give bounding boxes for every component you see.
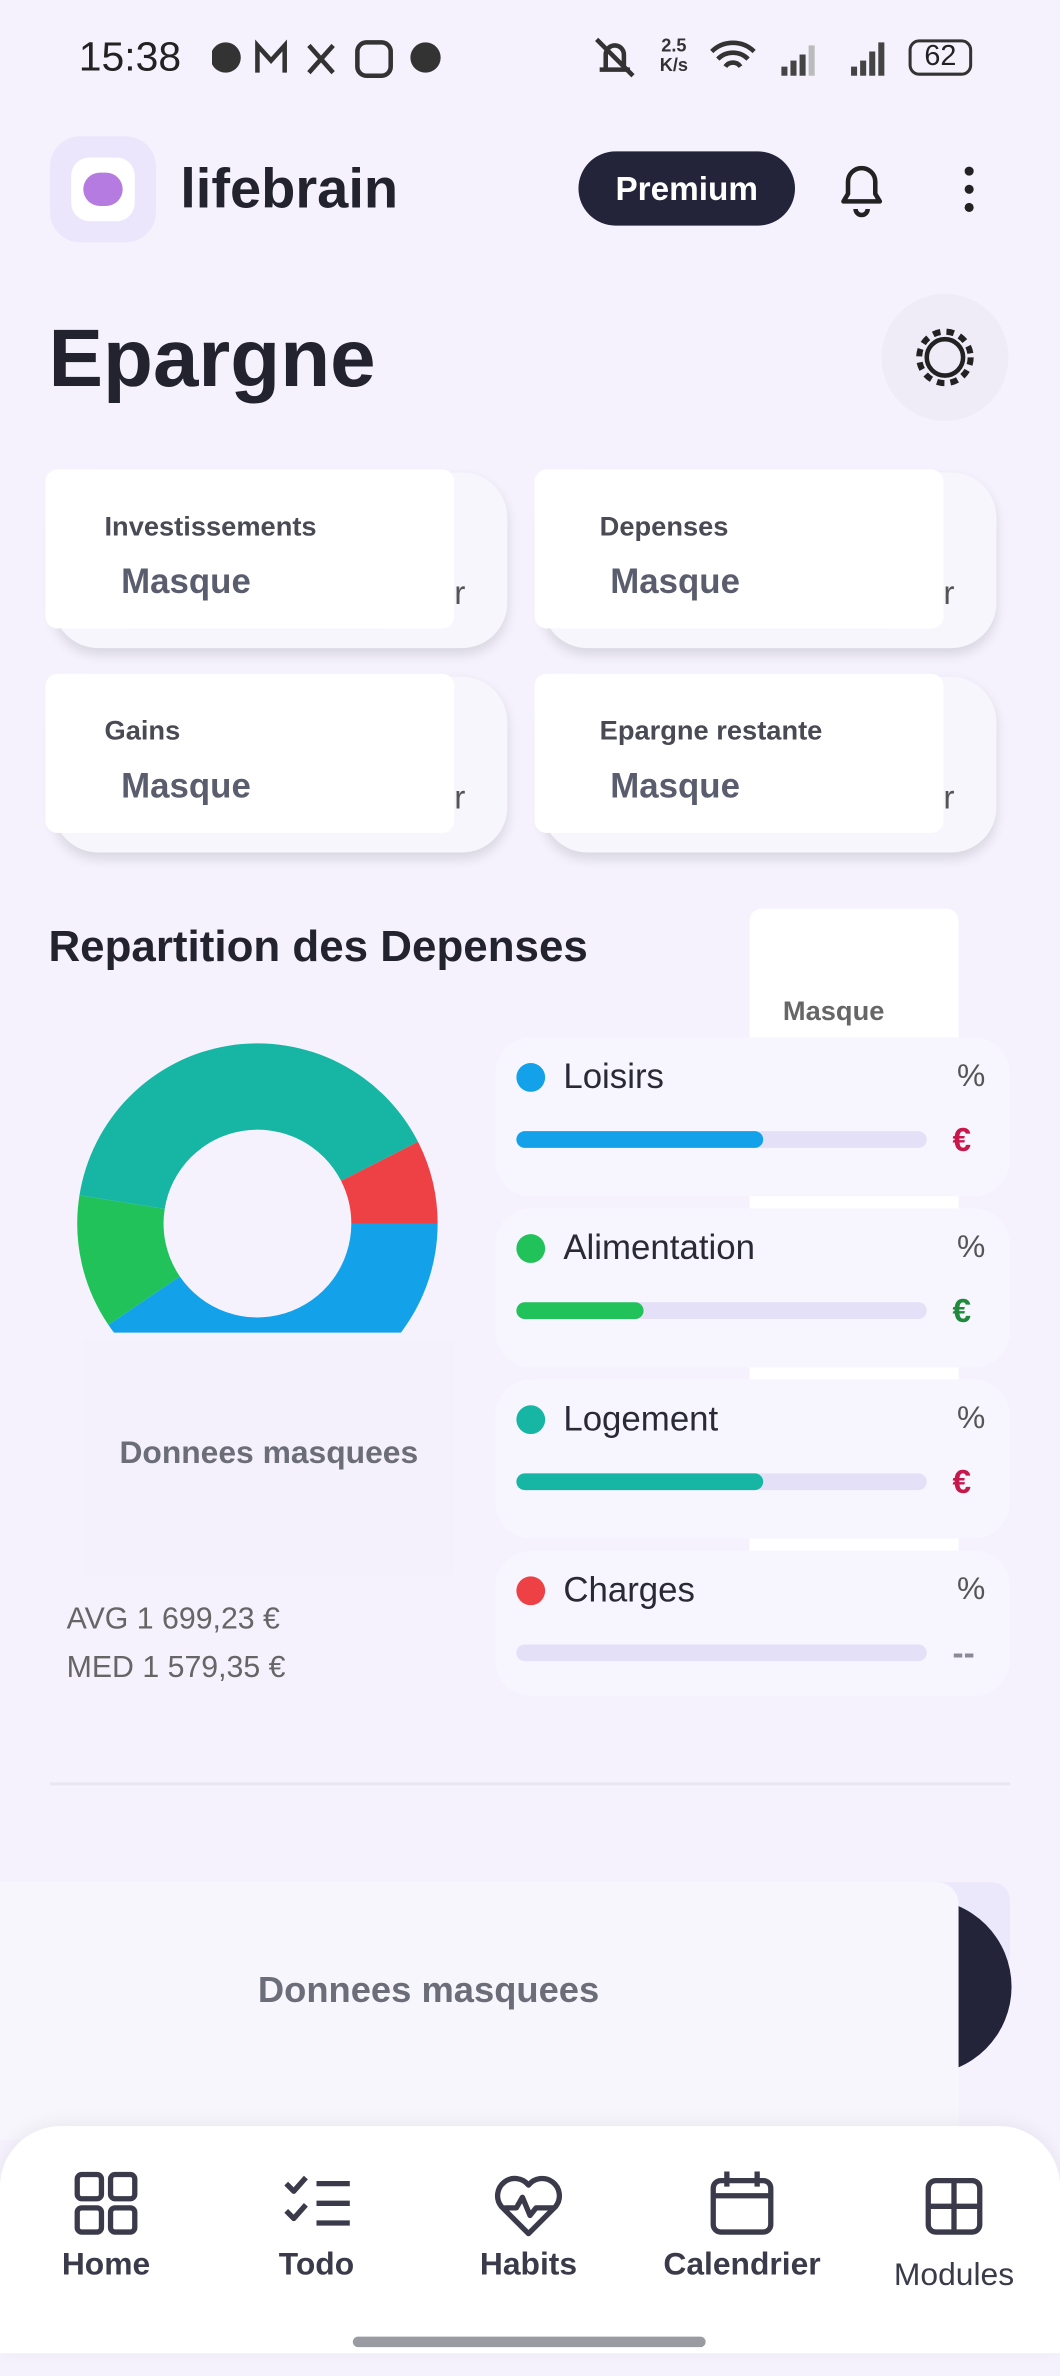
app-icon[interactable] bbox=[49, 136, 156, 243]
card-value: Masque bbox=[121, 765, 251, 805]
donut-chart bbox=[77, 1043, 438, 1333]
item-amount: € bbox=[952, 1462, 972, 1501]
progress-track bbox=[516, 1473, 927, 1491]
card[interactable]: Epargne restante Masque bbox=[534, 673, 944, 833]
avg-text: AVG 1 699,23 € bbox=[66, 1602, 280, 1637]
card-value: Masque bbox=[610, 765, 740, 805]
chart-overlay: Donnees masquees bbox=[83, 1340, 455, 1575]
card[interactable]: Depenses Masque bbox=[534, 469, 944, 629]
status-icons-right bbox=[595, 37, 885, 78]
nav-label[interactable]: Calendrier bbox=[663, 2247, 821, 2283]
item-name: Logement bbox=[563, 1398, 719, 1438]
expense-item[interactable]: Loisirs% € bbox=[495, 1037, 1011, 1197]
progress-bar bbox=[516, 1302, 644, 1319]
item-amount: € bbox=[952, 1291, 972, 1330]
progress-track bbox=[516, 1131, 927, 1148]
network-speed: 2.5 K/s bbox=[659, 34, 689, 76]
item-dot bbox=[516, 1063, 546, 1092]
card-value: Masque bbox=[610, 561, 740, 601]
progress-bar bbox=[516, 1131, 763, 1148]
nav-label[interactable]: Modules bbox=[893, 2257, 1015, 2293]
settings-button[interactable] bbox=[881, 293, 1009, 421]
premium-label: Premium bbox=[615, 168, 759, 207]
nav-label[interactable]: Habits bbox=[479, 2247, 578, 2283]
expense-item[interactable]: Alimentation% € bbox=[495, 1208, 1011, 1368]
donut-segment bbox=[108, 1223, 438, 1333]
item-dot bbox=[516, 1576, 546, 1606]
item-name: Charges bbox=[563, 1569, 695, 1609]
bottom-nav bbox=[0, 2126, 1060, 2354]
nav-icons bbox=[74, 2171, 983, 2237]
item-name: Alimentation bbox=[563, 1227, 755, 1267]
home-indicator bbox=[352, 2336, 706, 2348]
item-amount: € bbox=[952, 1120, 972, 1159]
progress-bar bbox=[516, 1473, 763, 1491]
progress-track bbox=[516, 1644, 927, 1662]
donut-segment bbox=[341, 1141, 438, 1224]
item-name: Loisirs bbox=[563, 1056, 664, 1096]
page-title: Epargne bbox=[48, 313, 376, 405]
med-text: MED 1 579,35 € bbox=[66, 1651, 286, 1685]
nav-label[interactable]: Todo bbox=[278, 2247, 355, 2283]
item-percent: % bbox=[957, 1571, 986, 1607]
item-amount: -- bbox=[952, 1633, 975, 1672]
status-icons bbox=[212, 39, 441, 78]
donut-segment bbox=[77, 1195, 180, 1325]
masked-panel: Donnees masquees bbox=[0, 1882, 959, 2140]
card-label: Depenses bbox=[599, 511, 729, 542]
card-clipped-text: r bbox=[943, 778, 955, 817]
section-title: Repartition des Depenses bbox=[48, 922, 588, 972]
chart-overlay-label: Donnees masquees bbox=[119, 1435, 419, 1471]
card[interactable]: Gains Masque bbox=[45, 673, 455, 833]
masked-panel-label: Donnees masquees bbox=[257, 1970, 600, 2011]
item-dot bbox=[516, 1234, 546, 1263]
divider bbox=[49, 1782, 1011, 1786]
card[interactable]: Investissements Masque bbox=[45, 469, 455, 629]
progress-track bbox=[516, 1302, 927, 1319]
card-label: Gains bbox=[104, 715, 181, 746]
card-clipped-text: r bbox=[454, 778, 466, 817]
card-value: Masque bbox=[121, 561, 251, 601]
card-label: Epargne restante bbox=[599, 715, 823, 746]
card-clipped-text: r bbox=[943, 573, 955, 612]
app-name: lifebrain bbox=[180, 157, 399, 220]
expense-item[interactable]: Logement% € bbox=[495, 1379, 1011, 1539]
item-percent: % bbox=[957, 1058, 986, 1094]
expense-item[interactable]: Charges% -- bbox=[495, 1550, 1011, 1697]
card-clipped-text: r bbox=[454, 573, 466, 612]
notifications-button[interactable] bbox=[836, 159, 887, 220]
item-percent: % bbox=[957, 1229, 986, 1265]
donut-segment bbox=[79, 1043, 418, 1209]
mask-label: Masque bbox=[782, 995, 885, 1026]
menu-button[interactable] bbox=[954, 159, 984, 220]
battery: 62 bbox=[908, 39, 973, 76]
nav-label[interactable]: Home bbox=[61, 2247, 151, 2283]
card-label: Investissements bbox=[104, 511, 317, 542]
status-time: 15:38 bbox=[78, 34, 182, 80]
item-percent: % bbox=[957, 1400, 986, 1436]
premium-button[interactable]: Premium bbox=[578, 151, 796, 226]
battery-level: 62 bbox=[924, 40, 957, 73]
item-dot bbox=[516, 1405, 546, 1435]
